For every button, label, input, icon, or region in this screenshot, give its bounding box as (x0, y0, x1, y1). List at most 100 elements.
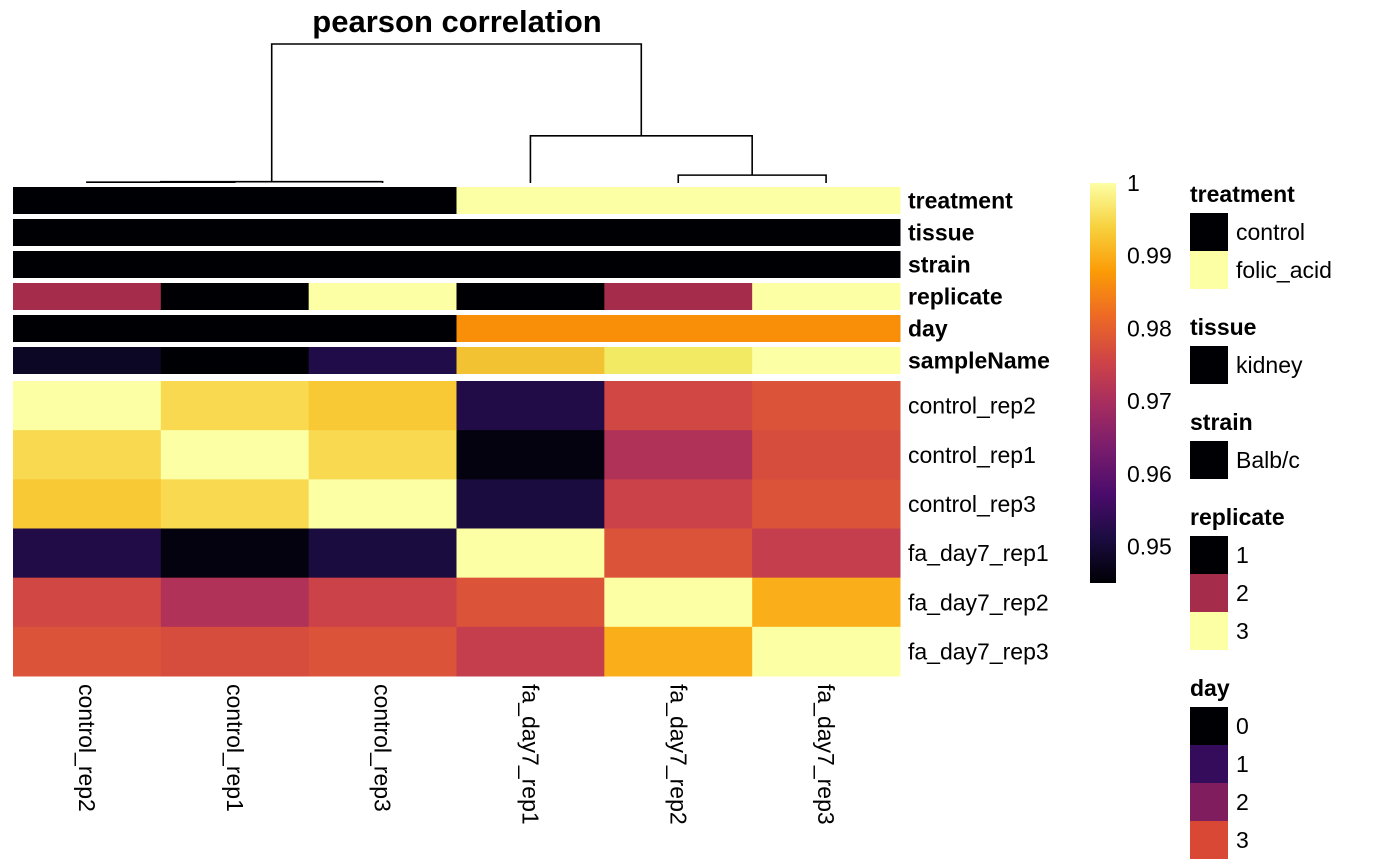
heatmap-cell (160, 626, 310, 677)
annotation-tracks: treatment tissue strain replicate day sampleN… (13, 187, 1050, 374)
heatmap-cell (308, 381, 457, 431)
legend-swatch (1190, 346, 1228, 384)
heatmap-cell (13, 381, 162, 431)
annotation-cell (456, 251, 605, 278)
legend-swatch (1190, 612, 1228, 650)
legend-swatch (1190, 574, 1228, 612)
dendrogram-branch (160, 180, 384, 183)
row-label: control_rep2 (908, 393, 1036, 419)
colorbar (1090, 183, 1116, 583)
legend-item-label: control (1236, 219, 1305, 245)
row-label: control_rep1 (908, 442, 1036, 468)
annotation-cell (752, 219, 901, 246)
heatmap-cell (752, 381, 901, 431)
annotation-cell (604, 187, 753, 214)
annotation-cell (752, 251, 901, 278)
dendrogram-branch (677, 174, 827, 183)
legend-swatch (1190, 707, 1228, 745)
heatmap-cell (13, 626, 162, 677)
column-labels: control_rep2 control_rep1 control_rep3 fa_d… (74, 684, 839, 825)
annotation-cell (13, 219, 162, 246)
column-label: control_rep3 (370, 684, 396, 812)
legend-item-label: 3 (1236, 618, 1249, 644)
annotation-cell (752, 315, 901, 342)
color-scale-legend: 1 0.99 0.98 0.97 0.96 0.95 (1090, 170, 1172, 583)
legend-item-label: 0 (1236, 713, 1249, 739)
heatmap-cell (308, 430, 457, 480)
heatmap-cell (13, 528, 162, 579)
annotation-cell (308, 251, 457, 278)
annotation-cell (604, 251, 753, 278)
annotation-cell (160, 283, 310, 310)
heatmap-cell (604, 381, 753, 431)
annotation-cell (308, 187, 457, 214)
annotation-cell (604, 315, 753, 342)
annotation-cell (160, 251, 310, 278)
legend-item-label: 1 (1236, 751, 1249, 777)
colorbar-tick-label: 0.95 (1127, 534, 1172, 560)
annotation-cell (308, 315, 457, 342)
annotation-cell (456, 315, 605, 342)
column-label: fa_day7_rep1 (517, 684, 543, 825)
annotation-label: sampleName (908, 348, 1050, 374)
heatmap-cell (456, 430, 605, 480)
heatmap-cell (752, 430, 901, 480)
legend-swatch (1190, 441, 1228, 479)
annotation-cell (604, 347, 753, 374)
colorbar-tick-label: 0.98 (1127, 315, 1172, 341)
colorbar-tick-label: 0.99 (1127, 243, 1172, 269)
annotation-cell (13, 315, 162, 342)
heatmap-cell (160, 381, 310, 431)
colorbar-tick-label: 0.97 (1127, 388, 1172, 414)
annotation-cell (456, 219, 605, 246)
heatmap-cell (456, 626, 605, 677)
heatmap-cell (160, 577, 310, 628)
legend-item-label: 2 (1236, 580, 1249, 606)
legend-swatch (1190, 536, 1228, 574)
annotation-cell (308, 219, 457, 246)
dendrogram-branch (270, 43, 643, 182)
legend-item-label: 1 (1236, 542, 1249, 568)
annotation-cell (308, 283, 457, 310)
annotation-cell (160, 187, 310, 214)
annotation-cell (160, 219, 310, 246)
legend-item-label: kidney (1236, 352, 1303, 378)
legend-title: tissue (1190, 314, 1256, 340)
legend-item-label: folic_acid (1236, 257, 1332, 283)
annotation-label: strain (908, 252, 971, 278)
legend-swatch (1190, 821, 1228, 859)
heatmap-cell (752, 626, 901, 677)
legend-title: day (1190, 675, 1230, 701)
annotation-cell (604, 283, 753, 310)
annotation-label: treatment (908, 188, 1013, 214)
row-label: control_rep3 (908, 491, 1036, 517)
annotation-cell (456, 283, 605, 310)
heatmap-cell (13, 479, 162, 529)
column-dendrogram (86, 43, 827, 184)
column-label: control_rep2 (74, 684, 100, 812)
chart-title: pearson correlation (312, 4, 601, 39)
heatmap-cell (604, 626, 753, 677)
annotation-cell (13, 187, 162, 214)
heatmap-cell (308, 626, 457, 677)
legend-swatch (1190, 783, 1228, 821)
annotation-label: replicate (908, 284, 1003, 310)
annotation-cell (308, 347, 457, 374)
annotation-label: day (908, 316, 948, 342)
annotation-cell (160, 347, 310, 374)
colorbar-tick-label: 1 (1127, 170, 1140, 196)
heatmap-cell (604, 479, 753, 529)
row-labels: control_rep2 control_rep1 control_rep3 fa_d… (908, 393, 1049, 665)
heatmap-cell (456, 528, 605, 579)
legend-swatch (1190, 251, 1228, 289)
heatmap-cell (308, 479, 457, 529)
colorbar-tick-label: 0.96 (1127, 461, 1172, 487)
legend-title: treatment (1190, 181, 1295, 207)
legend-item-label: 3 (1236, 827, 1249, 853)
heatmap-cell (456, 381, 605, 431)
heatmap-cells (13, 381, 901, 677)
annotation-cell (752, 283, 901, 310)
annotation-label: tissue (908, 220, 974, 246)
heatmap-cell (604, 430, 753, 480)
